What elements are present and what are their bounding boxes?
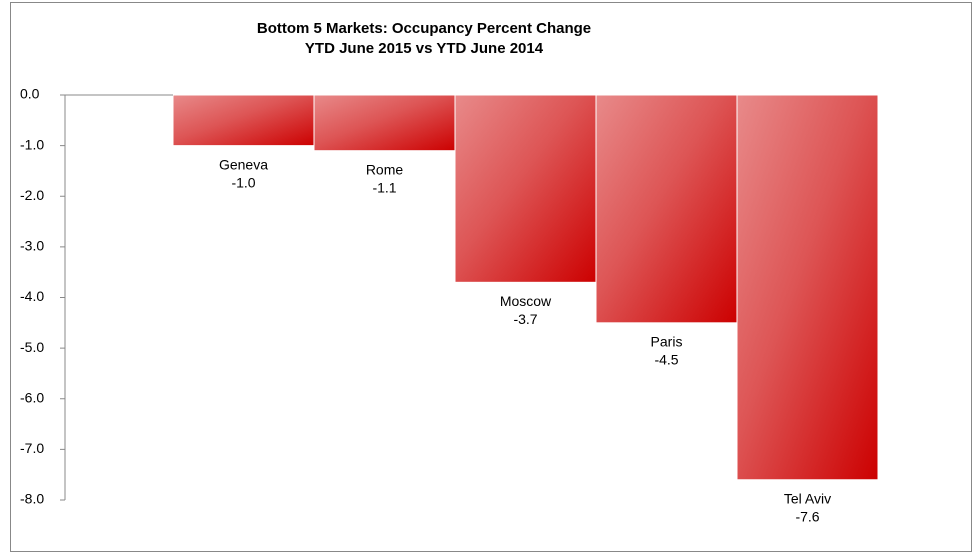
bar <box>172 94 315 147</box>
category-label: Moscow <box>500 293 552 309</box>
category-label: Tel Aviv <box>784 490 831 506</box>
category-label: Paris <box>651 334 683 350</box>
value-label: -1.0 <box>231 174 255 190</box>
chart-title: Bottom 5 Markets: Occupancy Percent Chan… <box>257 20 591 37</box>
y-tick-label: 0.0 <box>20 86 40 102</box>
y-tick-label: -8.0 <box>20 491 44 507</box>
value-label: -3.7 <box>513 311 537 327</box>
category-label: Geneva <box>219 156 268 172</box>
y-tick-label: -6.0 <box>20 389 44 405</box>
y-tick-label: -4.0 <box>20 288 44 304</box>
y-tick-label: -5.0 <box>20 339 44 355</box>
bar <box>454 94 597 283</box>
bar <box>595 94 738 324</box>
value-label: -7.6 <box>795 508 819 524</box>
y-tick-label: -7.0 <box>20 440 44 456</box>
y-tick-label: -2.0 <box>20 187 44 203</box>
value-label: -4.5 <box>654 352 678 368</box>
bar <box>736 94 879 481</box>
category-label: Rome <box>366 161 404 177</box>
y-tick-label: -1.0 <box>20 136 44 152</box>
chart-subtitle: YTD June 2015 vs YTD June 2014 <box>305 40 544 57</box>
bar <box>313 94 456 152</box>
y-tick-label: -3.0 <box>20 238 44 254</box>
value-label: -1.1 <box>372 179 396 195</box>
